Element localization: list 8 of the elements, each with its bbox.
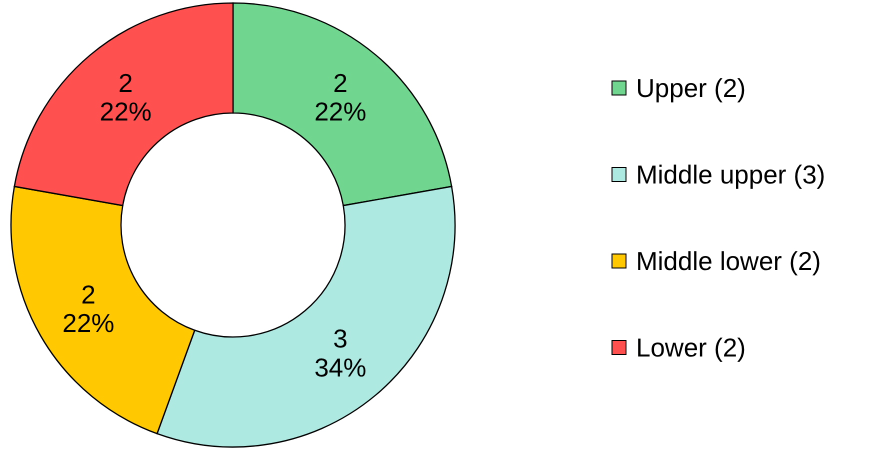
data-label: 2 22% bbox=[314, 68, 366, 126]
data-label: 2 22% bbox=[62, 279, 114, 338]
legend-label: Lower (2) bbox=[636, 332, 746, 363]
legend-label: Middle upper (3) bbox=[636, 160, 826, 190]
legend-label: Middle lower (2) bbox=[636, 246, 821, 276]
data-label: 3 34% bbox=[314, 324, 366, 382]
legend-label: Upper (2) bbox=[636, 73, 746, 104]
data-label: 2 22% bbox=[100, 68, 152, 126]
